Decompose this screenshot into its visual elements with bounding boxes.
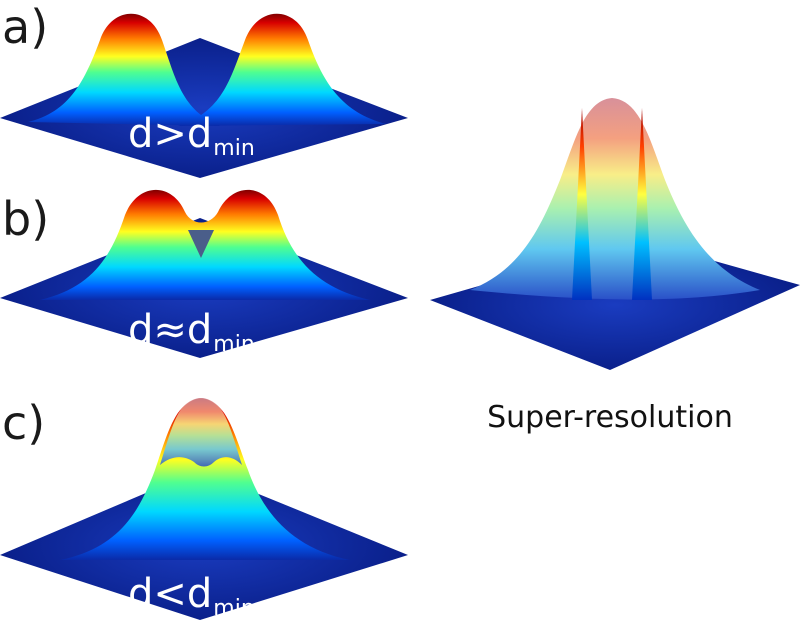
distance-symbol-min-c: d <box>186 571 213 617</box>
distance-symbol-min-a: d <box>186 111 213 157</box>
broad-peak-sr <box>470 98 760 300</box>
spike-left-sr <box>572 108 592 300</box>
spike-right-sr <box>632 108 652 300</box>
surface-plot-c <box>0 398 408 620</box>
peak-right-a <box>178 13 386 126</box>
merged-peak-c <box>60 398 350 560</box>
distance-symbol-c: d <box>128 571 154 617</box>
super-resolution-caption: Super-resolution <box>487 400 733 435</box>
subscript-c: min <box>213 596 255 621</box>
subscript-a: min <box>213 136 255 161</box>
floor-plane-a <box>0 38 408 178</box>
distance-symbol-b: d <box>128 307 154 353</box>
panel-label-c: c) <box>2 396 46 450</box>
distance-label-a: d>dmin <box>128 114 255 160</box>
distance-label-c: d<dmin <box>128 574 255 620</box>
surface-plot-b <box>0 189 408 358</box>
panel-label-b: b) <box>2 192 50 246</box>
distance-symbol-min-b: d <box>186 307 213 353</box>
distance-symbol-a: d <box>128 111 154 157</box>
relation-c: < <box>153 571 187 617</box>
relation-a: > <box>153 111 187 157</box>
peak-left-a <box>28 13 220 126</box>
subscript-b: min <box>213 332 255 357</box>
surface-plot-a <box>0 13 408 178</box>
relation-b: ≈ <box>153 307 187 353</box>
saddle-gap-b <box>188 230 214 258</box>
merged-peak-pale-c <box>160 398 242 467</box>
super-resolution-plot <box>430 98 800 370</box>
distance-label-b: d≈dmin <box>128 310 255 356</box>
panel-label-a: a) <box>2 0 49 54</box>
